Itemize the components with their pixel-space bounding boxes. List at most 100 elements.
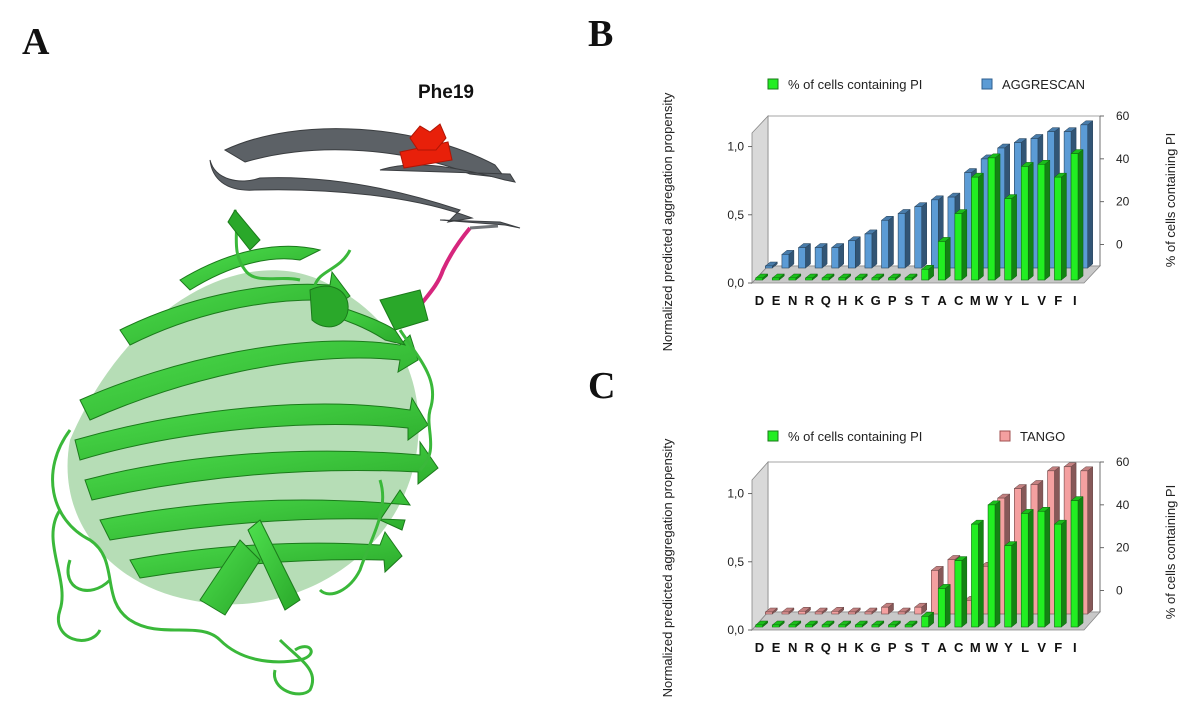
x-tick-label: D bbox=[755, 640, 764, 655]
y-tick-label: 1,0 bbox=[727, 140, 744, 154]
panel-a-letter: A bbox=[22, 21, 50, 63]
y-tick-label: 0,5 bbox=[727, 555, 744, 569]
chart-c-legend-swatch-tango bbox=[999, 430, 1011, 442]
chart-b-ylabel: Normalized predicted aggregation propens… bbox=[660, 92, 675, 351]
bar-pi-percent bbox=[1037, 159, 1051, 281]
x-tick-label: S bbox=[905, 640, 914, 655]
bar-pi-percent bbox=[788, 620, 802, 628]
chart-b-y2label: % of cells containing PI bbox=[1163, 133, 1178, 267]
x-tick-label: S bbox=[905, 293, 914, 308]
x-tick-label: N bbox=[788, 640, 797, 655]
bar-pi-percent bbox=[754, 273, 769, 281]
x-tick-label: V bbox=[1037, 293, 1046, 308]
panel-b-letter: B bbox=[588, 13, 614, 55]
phe19-highlight bbox=[399, 123, 453, 169]
bar-pi-percent bbox=[771, 273, 785, 281]
bar-pi-percent bbox=[954, 556, 968, 628]
bar-tango bbox=[864, 607, 878, 615]
panel-c-letter: C bbox=[588, 365, 616, 407]
bar-pi-percent bbox=[954, 209, 968, 281]
x-tick-label: L bbox=[1021, 640, 1029, 655]
bar-pi-percent bbox=[887, 273, 902, 281]
chart-c-ylabel: Normalized predicted aggregation propens… bbox=[660, 438, 675, 697]
protein-structure: Phe19 bbox=[51, 82, 521, 696]
y-tick-label: 0,0 bbox=[727, 623, 744, 637]
bar-aggrescan bbox=[797, 243, 812, 269]
bar-pi-percent bbox=[1053, 172, 1068, 281]
x-tick-label: W bbox=[986, 640, 999, 655]
x-tick-label: Q bbox=[821, 640, 831, 655]
x-tick-label: A bbox=[937, 293, 947, 308]
chart-b-legend: % of cells containing PI AGGRESCAN bbox=[767, 77, 1085, 92]
bar-tango bbox=[847, 607, 862, 615]
bar-pi-percent bbox=[1037, 506, 1051, 628]
x-tick-label: P bbox=[888, 640, 897, 655]
bar-aggrescan bbox=[864, 229, 878, 269]
x-tick-label: M bbox=[970, 640, 981, 655]
bar-aggrescan bbox=[814, 243, 828, 269]
bar-pi-percent bbox=[771, 620, 785, 628]
bar-tango bbox=[781, 607, 795, 615]
y-tick-label: 1,0 bbox=[727, 487, 744, 501]
bar-pi-percent bbox=[837, 620, 852, 628]
x-tick-label: F bbox=[1054, 293, 1062, 308]
residue-label: Phe19 bbox=[418, 82, 474, 103]
chart-b-legend-swatch-aggrescan bbox=[981, 78, 993, 90]
bar-pi-percent bbox=[1053, 519, 1068, 628]
bar-aggrescan bbox=[914, 202, 928, 269]
chart-b-legend-label-aggrescan: AGGRESCAN bbox=[1002, 77, 1085, 92]
y-tick-label: 0,5 bbox=[727, 208, 744, 222]
bar-pi-percent bbox=[920, 264, 935, 281]
bar-pi-percent bbox=[821, 620, 835, 628]
x-tick-label: C bbox=[954, 640, 964, 655]
side-wall bbox=[751, 460, 769, 632]
bar-pi-percent bbox=[987, 500, 1001, 628]
bar-pi-percent bbox=[937, 236, 951, 281]
bar-pi-percent bbox=[804, 620, 819, 628]
bar-pi-percent bbox=[754, 620, 769, 628]
x-tick-label: T bbox=[921, 293, 929, 308]
x-tick-label: K bbox=[854, 640, 864, 655]
x-tick-label: V bbox=[1037, 640, 1046, 655]
linker-tail bbox=[469, 224, 499, 230]
chart-c-legend-label-tango: TANGO bbox=[1020, 429, 1065, 444]
bar-pi-percent bbox=[1020, 508, 1034, 628]
bar-aggrescan bbox=[847, 236, 862, 269]
x-tick-label: Y bbox=[1004, 640, 1013, 655]
x-tick-label: F bbox=[1054, 640, 1062, 655]
bar-pi-percent bbox=[920, 611, 935, 628]
x-tick-label: I bbox=[1073, 293, 1077, 308]
bar-tango bbox=[814, 607, 828, 615]
bar-pi-percent bbox=[788, 273, 802, 281]
chart-b-ylabel-line1: Normalized predicted aggregation propens… bbox=[660, 92, 675, 351]
bar-pi-percent bbox=[904, 273, 918, 281]
bar-pi-percent bbox=[871, 273, 885, 281]
chart-c-legend-swatch-pi bbox=[767, 430, 779, 442]
bar-aggrescan bbox=[764, 261, 779, 269]
x-tick-label: H bbox=[838, 640, 847, 655]
bar-pi-percent bbox=[937, 583, 951, 628]
bar-pi-percent bbox=[987, 153, 1001, 281]
x-tick-label: P bbox=[888, 293, 897, 308]
bar-pi-percent bbox=[804, 273, 819, 281]
bar-pi-percent bbox=[970, 172, 985, 281]
x-tick-label: E bbox=[772, 640, 781, 655]
bar-pi-percent bbox=[904, 620, 918, 628]
bar-aggrescan bbox=[880, 215, 895, 269]
bar-aggrescan bbox=[897, 208, 911, 269]
x-tick-label: R bbox=[805, 293, 815, 308]
bar-pi-percent bbox=[871, 620, 885, 628]
bar-pi-percent bbox=[970, 519, 985, 628]
x-tick-label: K bbox=[854, 293, 864, 308]
chart-c-y2label: % of cells containing PI bbox=[1163, 485, 1178, 619]
bar-pi-percent bbox=[1003, 194, 1018, 281]
bar-pi-percent bbox=[854, 620, 868, 628]
y2-tick-label: 40 bbox=[1116, 498, 1130, 512]
bar-tango bbox=[764, 607, 779, 615]
y2-tick-label: 20 bbox=[1116, 541, 1130, 555]
bar-pi-percent bbox=[1070, 496, 1084, 628]
x-tick-label: G bbox=[871, 293, 881, 308]
y-tick-label: 0,0 bbox=[727, 276, 744, 290]
